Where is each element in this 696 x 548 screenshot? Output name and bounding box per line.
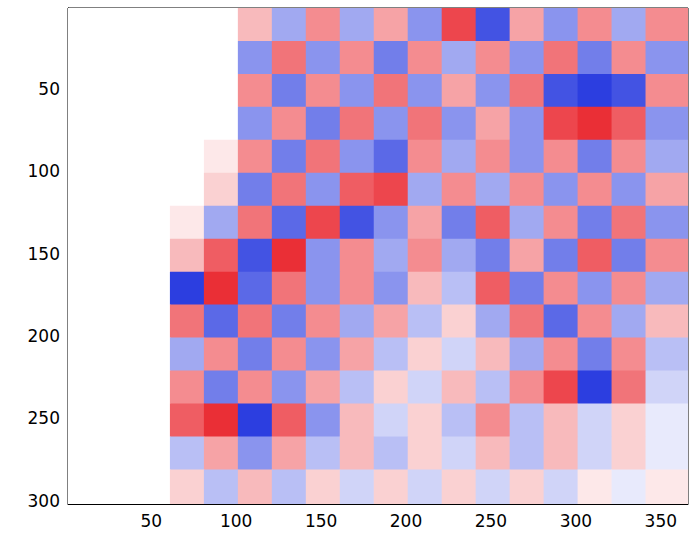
svg-text:250: 250 <box>475 511 507 531</box>
svg-text:150: 150 <box>28 244 60 264</box>
svg-text:300: 300 <box>560 511 592 531</box>
svg-text:50: 50 <box>38 79 60 99</box>
svg-text:150: 150 <box>305 511 337 531</box>
svg-text:50: 50 <box>140 511 162 531</box>
svg-text:300: 300 <box>28 491 60 511</box>
svg-text:200: 200 <box>390 511 422 531</box>
svg-text:100: 100 <box>28 161 60 181</box>
svg-text:350: 350 <box>645 511 677 531</box>
svg-text:250: 250 <box>28 408 60 428</box>
svg-text:100: 100 <box>220 511 252 531</box>
svg-text:200: 200 <box>28 326 60 346</box>
